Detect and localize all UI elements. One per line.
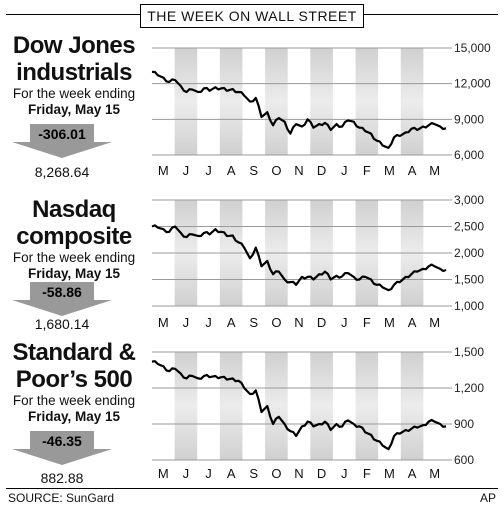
- dow-change-arrow: -306.01: [12, 124, 112, 158]
- dow-month-label: M: [429, 163, 440, 178]
- dow-month-label: S: [249, 163, 258, 178]
- dow-month-label: J: [183, 163, 190, 178]
- nasdaq-month-label: J: [183, 315, 190, 330]
- sp-month-label: S: [249, 466, 258, 481]
- sp-month-label: F: [363, 466, 371, 481]
- sp-month-label: J: [341, 466, 348, 481]
- nasdaq-month-label: J: [341, 315, 348, 330]
- dow-month-label: J: [341, 163, 348, 178]
- dow-month-label: D: [317, 163, 326, 178]
- nasdaq-info: Nasdaq composite For the week ending Fri…: [4, 196, 144, 282]
- dow-month-label: O: [271, 163, 281, 178]
- sp-title-1: Standard &: [12, 339, 136, 366]
- dow-series-line: [151, 70, 447, 149]
- nasdaq-ytick-label: 1,000: [454, 299, 484, 313]
- nasdaq-ytick-label: 1,500: [454, 273, 484, 287]
- nasdaq-month-label: F: [363, 315, 371, 330]
- nasdaq-subtitle-1: For the week ending: [12, 250, 136, 265]
- sp-title-2: Poor’s 500: [15, 366, 133, 393]
- nasdaq-series-line: [151, 224, 447, 292]
- nasdaq-month-label: O: [271, 315, 281, 330]
- dow-month-band: [265, 48, 288, 155]
- dow-month-label: M: [158, 163, 169, 178]
- nasdaq-month-label: D: [317, 315, 326, 330]
- sp-month-band: [400, 352, 424, 460]
- sp-month-label: M: [384, 466, 395, 481]
- sp-month-label: J: [183, 466, 190, 481]
- dow-month-band: [310, 48, 333, 155]
- nasdaq-subtitle-2: Friday, May 15: [27, 266, 121, 281]
- nasdaq-close: 1,680.14: [34, 316, 90, 332]
- sp-ytick-label: 1,200: [454, 381, 484, 395]
- sp-month-label: A: [408, 466, 417, 481]
- dow-month-label: M: [384, 163, 395, 178]
- sp-month-label: A: [227, 466, 236, 481]
- dow-close: 8,268.64: [34, 164, 90, 180]
- dow-month-label: J: [205, 163, 212, 178]
- dow-month-band: [174, 48, 198, 155]
- nasdaq-ytick-label: 2,000: [454, 246, 484, 260]
- sp-subtitle-1: For the week ending: [12, 393, 136, 408]
- dow-month-band: [219, 48, 243, 155]
- nasdaq-month-label: M: [158, 315, 169, 330]
- footer-rule: [6, 488, 498, 489]
- dow-ytick-label: 9,000: [454, 112, 484, 126]
- dow-month-label: A: [227, 163, 236, 178]
- nasdaq-month-label: M: [384, 315, 395, 330]
- sp-series-line: [151, 360, 447, 451]
- dow-ytick-label: 6,000: [454, 148, 484, 162]
- nasdaq-change: -58.86: [42, 284, 82, 300]
- sp-change-arrow: -46.35: [12, 431, 112, 465]
- sp-month-label: D: [317, 466, 326, 481]
- dow-title-2: industrials: [16, 59, 132, 86]
- dow-ytick-label: 15,000: [454, 41, 491, 55]
- sp-month-label: N: [294, 466, 303, 481]
- nasdaq-change-arrow: -58.86: [12, 282, 112, 316]
- nasdaq-month-label: M: [429, 315, 440, 330]
- sp-month-band: [174, 352, 198, 460]
- nasdaq-ytick-label: 2,500: [454, 220, 484, 234]
- dow-subtitle-1: For the week ending: [12, 86, 136, 101]
- credit: AP: [479, 491, 496, 505]
- dow-change: -306.01: [38, 126, 86, 142]
- sp-close: 882.88: [40, 470, 84, 486]
- sp-ytick-label: 600: [454, 453, 474, 467]
- sp-month-label: J: [205, 466, 212, 481]
- nasdaq-month-label: J: [205, 315, 212, 330]
- dow-subtitle-2: Friday, May 15: [27, 102, 121, 117]
- sp-month-band: [355, 352, 379, 460]
- sp-month-label: M: [158, 466, 169, 481]
- sp-ytick-label: 1,500: [454, 345, 484, 359]
- dow-title-1: Dow Jones: [12, 32, 136, 59]
- nasdaq-title-1: Nasdaq: [32, 196, 116, 223]
- sp-subtitle-2: Friday, May 15: [27, 409, 121, 424]
- sp-month-label: M: [429, 466, 440, 481]
- dow-month-label: A: [408, 163, 417, 178]
- dow-month-band: [400, 48, 424, 155]
- nasdaq-month-label: N: [294, 315, 303, 330]
- nasdaq-title-2: composite: [16, 223, 132, 250]
- nasdaq-month-label: S: [249, 315, 258, 330]
- sp-change: -46.35: [42, 433, 82, 449]
- dow-month-label: N: [294, 163, 303, 178]
- nasdaq-month-label: A: [408, 315, 417, 330]
- sp-month-band: [219, 352, 243, 460]
- sp-month-band: [310, 352, 333, 460]
- sp-month-label: O: [271, 466, 281, 481]
- sp-info: Standard & Poor’s 500 For the week endin…: [4, 339, 144, 425]
- dow-info: Dow Jones industrials For the week endin…: [4, 32, 144, 118]
- source-note: SOURCE: SunGard: [8, 491, 115, 505]
- page-title: THE WEEK ON WALL STREET: [140, 4, 364, 28]
- sp-ytick-label: 900: [454, 417, 474, 431]
- sp-month-band: [265, 352, 288, 460]
- nasdaq-ytick-label: 3,000: [454, 193, 484, 207]
- dow-month-label: F: [363, 163, 371, 178]
- nasdaq-month-label: A: [227, 315, 236, 330]
- dow-ytick-label: 12,000: [454, 77, 491, 91]
